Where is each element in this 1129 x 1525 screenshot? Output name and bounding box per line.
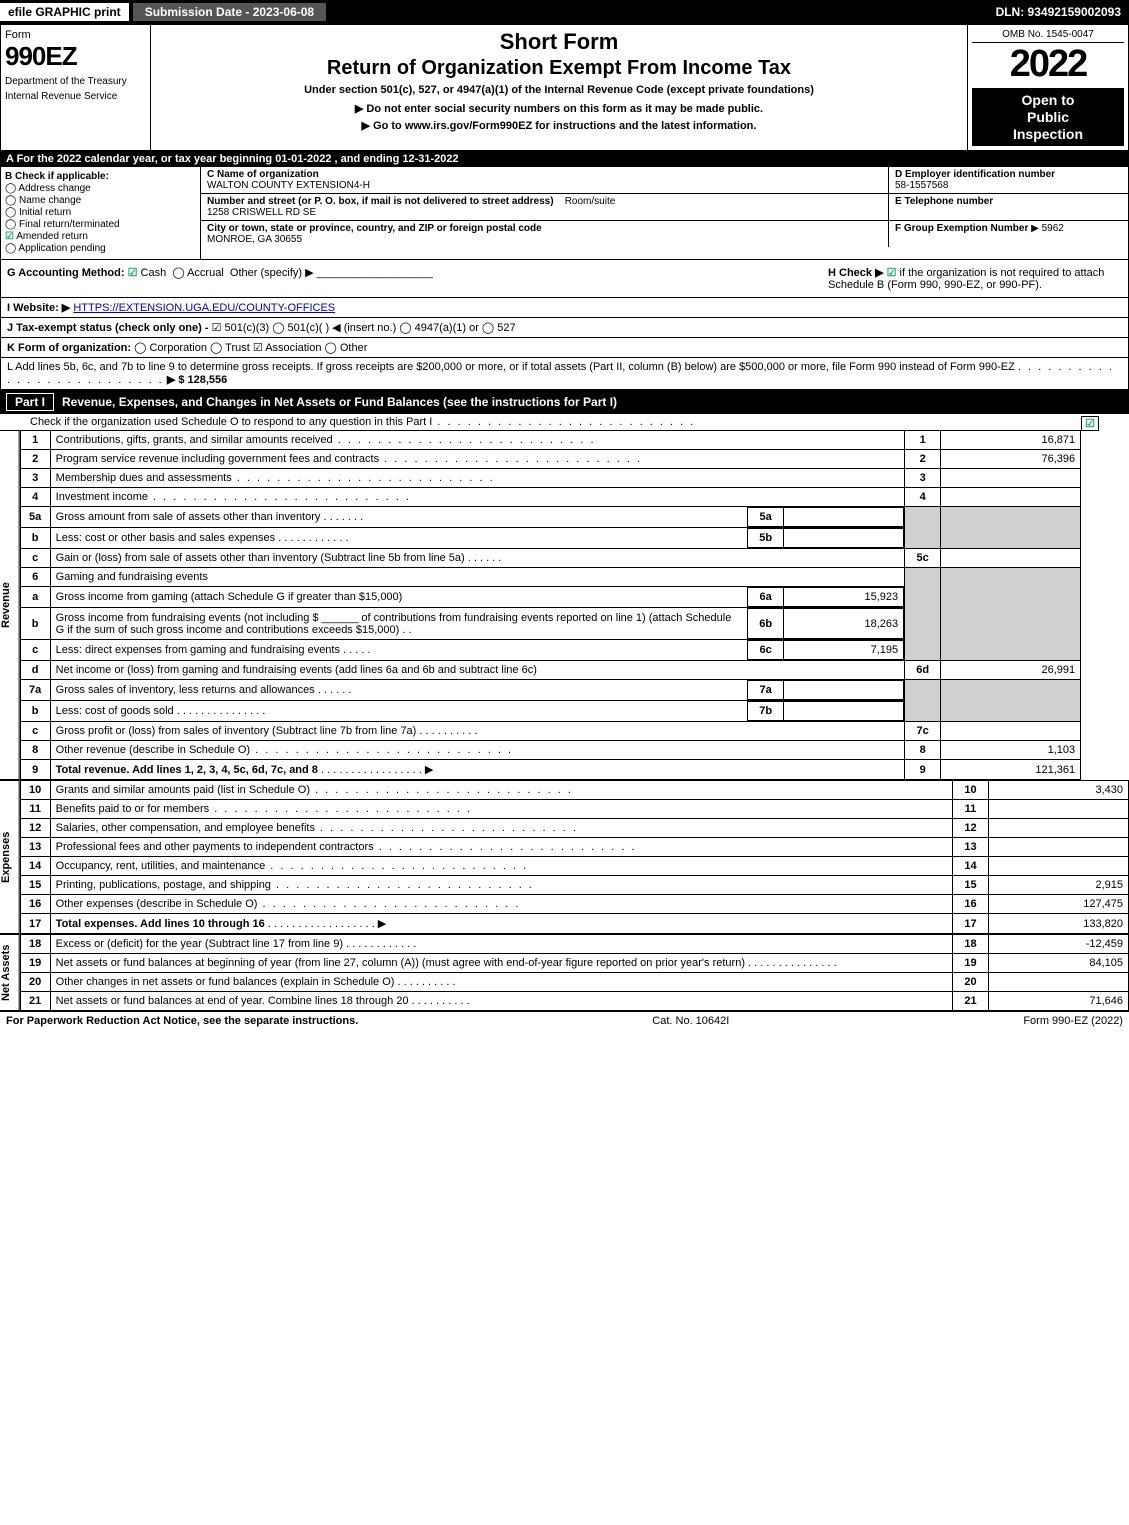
net-assets-side-label: Net Assets [0, 934, 20, 1011]
org-name: WALTON COUNTY EXTENSION4-H [207, 180, 370, 191]
d-ein-label: D Employer identification number [895, 169, 1055, 180]
i-label: I Website: ▶ [7, 302, 70, 314]
expenses-table: 10Grants and similar amounts paid (list … [20, 780, 1129, 934]
k-label: K Form of organization: [7, 342, 131, 354]
part-i-heading: Revenue, Expenses, and Changes in Net As… [62, 395, 617, 409]
catalog-number: Cat. No. 10642I [652, 1015, 729, 1027]
website-link[interactable]: HTTPS://EXTENSION.UGA.EDU/COUNTY-OFFICES [73, 302, 335, 314]
form-number: 990EZ [5, 41, 146, 72]
header-center: Short Form Return of Organization Exempt… [151, 25, 968, 150]
c-name-label: C Name of organization [207, 169, 319, 180]
efile-label: efile GRAPHIC print [0, 3, 129, 21]
chk-name-change[interactable]: ◯ Name change [5, 195, 196, 206]
b-label: B Check if applicable: [5, 171, 196, 182]
revenue-side-label: Revenue [0, 430, 20, 780]
revenue-table: 1Contributions, gifts, grants, and simil… [20, 430, 1081, 780]
submission-date: Submission Date - 2023-06-08 [133, 3, 326, 21]
j-options[interactable]: ☑ 501(c)(3) ◯ 501(c)( ) ◀ (insert no.) ◯… [212, 322, 516, 334]
part-i-sub: Check if the organization used Schedule … [0, 414, 1129, 430]
form-edition: Form 990-EZ (2022) [1023, 1015, 1123, 1027]
part-i-header: Part I Revenue, Expenses, and Changes in… [0, 390, 1129, 414]
chk-h[interactable]: ☑ [887, 267, 897, 279]
dln-label: DLN: 93492159002093 [996, 5, 1129, 19]
chk-final-return[interactable]: ◯ Final return/terminated [5, 219, 196, 230]
section-b-to-f: B Check if applicable: ◯ Address change … [0, 167, 1129, 260]
ein-value: 58-1557568 [895, 180, 948, 191]
group-exemption-value: ▶ 5962 [1031, 223, 1064, 234]
chk-amended-return[interactable]: ☑ Amended return [5, 231, 196, 242]
expenses-side-label: Expenses [0, 780, 20, 934]
part-i-label: Part I [6, 393, 54, 411]
public-inspection-badge: Open to Public Inspection [972, 88, 1124, 146]
city-label: City or town, state or province, country… [207, 223, 542, 234]
section-g-h: G Accounting Method: ☑ Cash ◯ Accrual Ot… [0, 260, 1129, 298]
other-specify: Other (specify) ▶ [230, 267, 314, 279]
under-section-text: Under section 501(c), 527, or 4947(a)(1)… [155, 84, 963, 96]
section-k-form-org: K Form of organization: ◯ Corporation ◯ … [0, 338, 1129, 358]
top-bar: efile GRAPHIC print Submission Date - 20… [0, 0, 1129, 24]
j-label: J Tax-exempt status (check only one) - [7, 322, 209, 334]
room-label: Room/suite [565, 196, 616, 207]
page-footer: For Paperwork Reduction Act Notice, see … [0, 1011, 1129, 1030]
chk-address-change[interactable]: ◯ Address change [5, 183, 196, 194]
section-i-website: I Website: ▶ HTTPS://EXTENSION.UGA.EDU/C… [0, 298, 1129, 318]
street-value: 1258 CRISWELL RD SE [207, 207, 316, 218]
section-l-gross-receipts: L Add lines 5b, 6c, and 7b to line 9 to … [0, 358, 1129, 390]
ssn-warning: ▶ Do not enter social security numbers o… [155, 102, 963, 115]
column-cdef: C Name of organization WALTON COUNTY EXT… [201, 167, 1128, 259]
header-right: OMB No. 1545-0047 2022 Open to Public In… [968, 25, 1128, 150]
form-header: Form 990EZ Department of the Treasury In… [0, 24, 1129, 151]
dept-irs: Internal Revenue Service [5, 91, 146, 102]
row-a-tax-year: A For the 2022 calendar year, or tax yea… [0, 151, 1129, 167]
omb-number: OMB No. 1545-0047 [972, 29, 1124, 43]
l-amount: ▶ $ 128,556 [167, 374, 227, 386]
g-label: G Accounting Method: [7, 267, 125, 279]
street-label: Number and street (or P. O. box, if mail… [207, 196, 554, 207]
l-text: L Add lines 5b, 6c, and 7b to line 9 to … [7, 361, 1015, 373]
paperwork-notice: For Paperwork Reduction Act Notice, see … [6, 1015, 358, 1027]
chk-cash[interactable]: ☑ [128, 267, 138, 279]
chk-accrual[interactable]: Accrual [187, 267, 224, 279]
chk-initial-return[interactable]: ◯ Initial return [5, 207, 196, 218]
k-options[interactable]: ◯ Corporation ◯ Trust ☑ Association ◯ Ot… [134, 342, 367, 354]
goto-link[interactable]: ▶ Go to www.irs.gov/Form990EZ for instru… [155, 119, 963, 132]
form-label: Form [5, 29, 146, 41]
e-phone-label: E Telephone number [895, 196, 993, 207]
chk-application-pending[interactable]: ◯ Application pending [5, 243, 196, 254]
column-b-checkboxes: B Check if applicable: ◯ Address change … [1, 167, 201, 259]
short-form-title: Short Form [155, 29, 963, 55]
section-j-tax-exempt: J Tax-exempt status (check only one) - ☑… [0, 318, 1129, 338]
return-subtitle: Return of Organization Exempt From Incom… [155, 57, 963, 80]
net-assets-table: 18Excess or (deficit) for the year (Subt… [20, 934, 1129, 1011]
h-label: H Check ▶ [828, 267, 884, 279]
tax-year: 2022 [972, 43, 1124, 86]
header-left: Form 990EZ Department of the Treasury In… [1, 25, 151, 150]
chk-schedule-o[interactable]: ☑ [1081, 416, 1099, 431]
dept-treasury: Department of the Treasury [5, 76, 146, 87]
f-group-label: F Group Exemption Number [895, 223, 1028, 234]
city-value: MONROE, GA 30655 [207, 234, 302, 245]
